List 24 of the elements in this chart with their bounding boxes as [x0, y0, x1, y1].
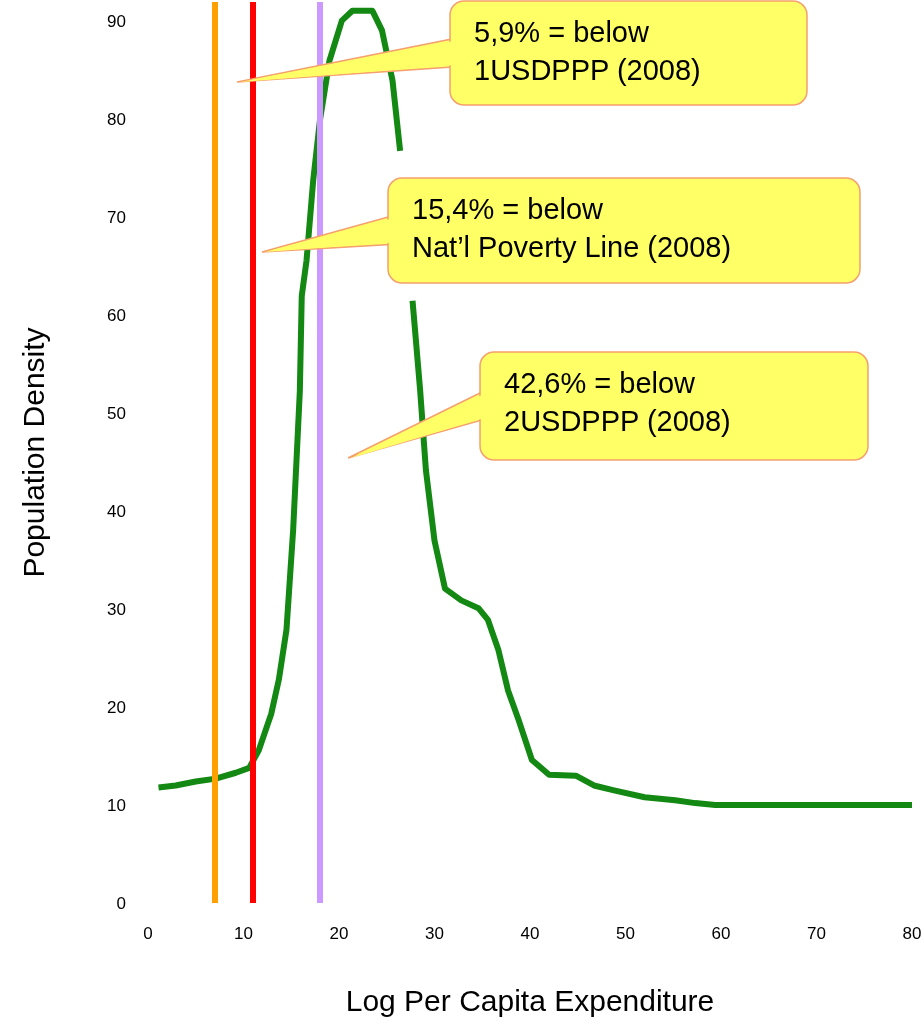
annotation: 5,9% = below 1USDPPP (2008) [474, 15, 701, 88]
y-tick-label: 40 [107, 501, 126, 521]
annotation: 15,4% = below Nat’l Poverty Line (2008) [412, 192, 732, 265]
x-tick-label: 40 [520, 924, 540, 943]
y-tick-label: 20 [107, 697, 126, 717]
y-tick-label: 30 [107, 599, 126, 619]
annotation: 42,6% = below 2USDPPP (2008) [504, 366, 731, 439]
y-tick-label: 60 [107, 305, 126, 325]
y-axis-title: Population Density [16, 327, 50, 578]
x-tick-label: 70 [807, 924, 826, 943]
y-tick-label: 10 [107, 795, 126, 815]
x-tick-label: 80 [902, 924, 922, 943]
y-tick-label: 80 [107, 110, 126, 130]
y-tick-label: 50 [107, 403, 126, 423]
x-tick-label: 30 [425, 924, 444, 943]
x-axis-title: Log Per Capita Expenditure [345, 983, 715, 1017]
x-tick-label: 20 [329, 924, 349, 943]
x-tick-label: 60 [711, 924, 731, 943]
y-tick-label: 70 [107, 207, 126, 227]
y-tick-label: 90 [107, 12, 126, 32]
x-tick-label: 50 [616, 924, 635, 943]
y-tick-label: 0 [116, 893, 126, 913]
x-tick-label: 0 [143, 924, 153, 943]
x-tick-label: 10 [234, 924, 253, 943]
